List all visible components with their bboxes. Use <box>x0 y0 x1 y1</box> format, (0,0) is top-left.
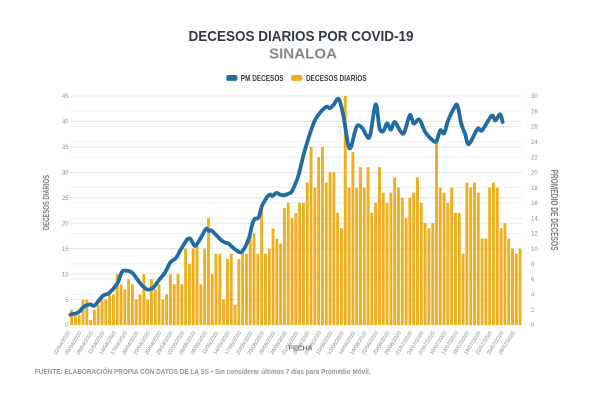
svg-text:16: 16 <box>531 201 538 207</box>
svg-text:6: 6 <box>531 277 535 283</box>
svg-text:5: 5 <box>65 298 69 304</box>
svg-text:PM DECESOS: PM DECESOS <box>241 73 284 83</box>
svg-text:4: 4 <box>531 293 535 299</box>
svg-text:SINALOA: SINALOA <box>269 46 338 62</box>
svg-text:0: 0 <box>531 323 535 329</box>
svg-text:28: 28 <box>531 110 538 116</box>
svg-text:10: 10 <box>62 272 69 278</box>
svg-text:35: 35 <box>62 145 69 151</box>
svg-text:DECESOS DIARIOS: DECESOS DIARIOS <box>306 73 367 83</box>
svg-text:25: 25 <box>62 196 69 202</box>
svg-text:DECESOS DIARIOS: DECESOS DIARIOS <box>41 175 51 230</box>
svg-text:FUENTE: ELABORACIÓN PROPIA CON: FUENTE: ELABORACIÓN PROPIA CON DATOS DE … <box>35 367 371 376</box>
svg-text:45: 45 <box>62 94 69 100</box>
svg-text:PROMEDIO DE DECESOS: PROMEDIO DE DECESOS <box>548 170 560 251</box>
svg-text:30: 30 <box>531 94 538 100</box>
svg-text:12: 12 <box>531 232 538 238</box>
svg-text:18: 18 <box>531 186 538 192</box>
svg-text:30: 30 <box>62 171 69 177</box>
svg-text:15: 15 <box>62 247 69 253</box>
svg-text:20: 20 <box>531 171 538 177</box>
svg-text:40: 40 <box>62 120 69 126</box>
svg-text:20: 20 <box>62 221 69 227</box>
svg-text:FECHA: FECHA <box>289 346 313 353</box>
svg-text:10: 10 <box>531 247 538 253</box>
svg-text:DECESOS DIARIOS POR COVID-19: DECESOS DIARIOS POR COVID-19 <box>189 28 414 45</box>
svg-text:22: 22 <box>531 155 538 161</box>
svg-text:14: 14 <box>531 216 538 222</box>
svg-text:0: 0 <box>65 323 69 329</box>
svg-text:8: 8 <box>531 262 535 268</box>
svg-text:24: 24 <box>531 140 538 146</box>
svg-text:2: 2 <box>531 308 535 314</box>
svg-text:26: 26 <box>531 125 538 131</box>
